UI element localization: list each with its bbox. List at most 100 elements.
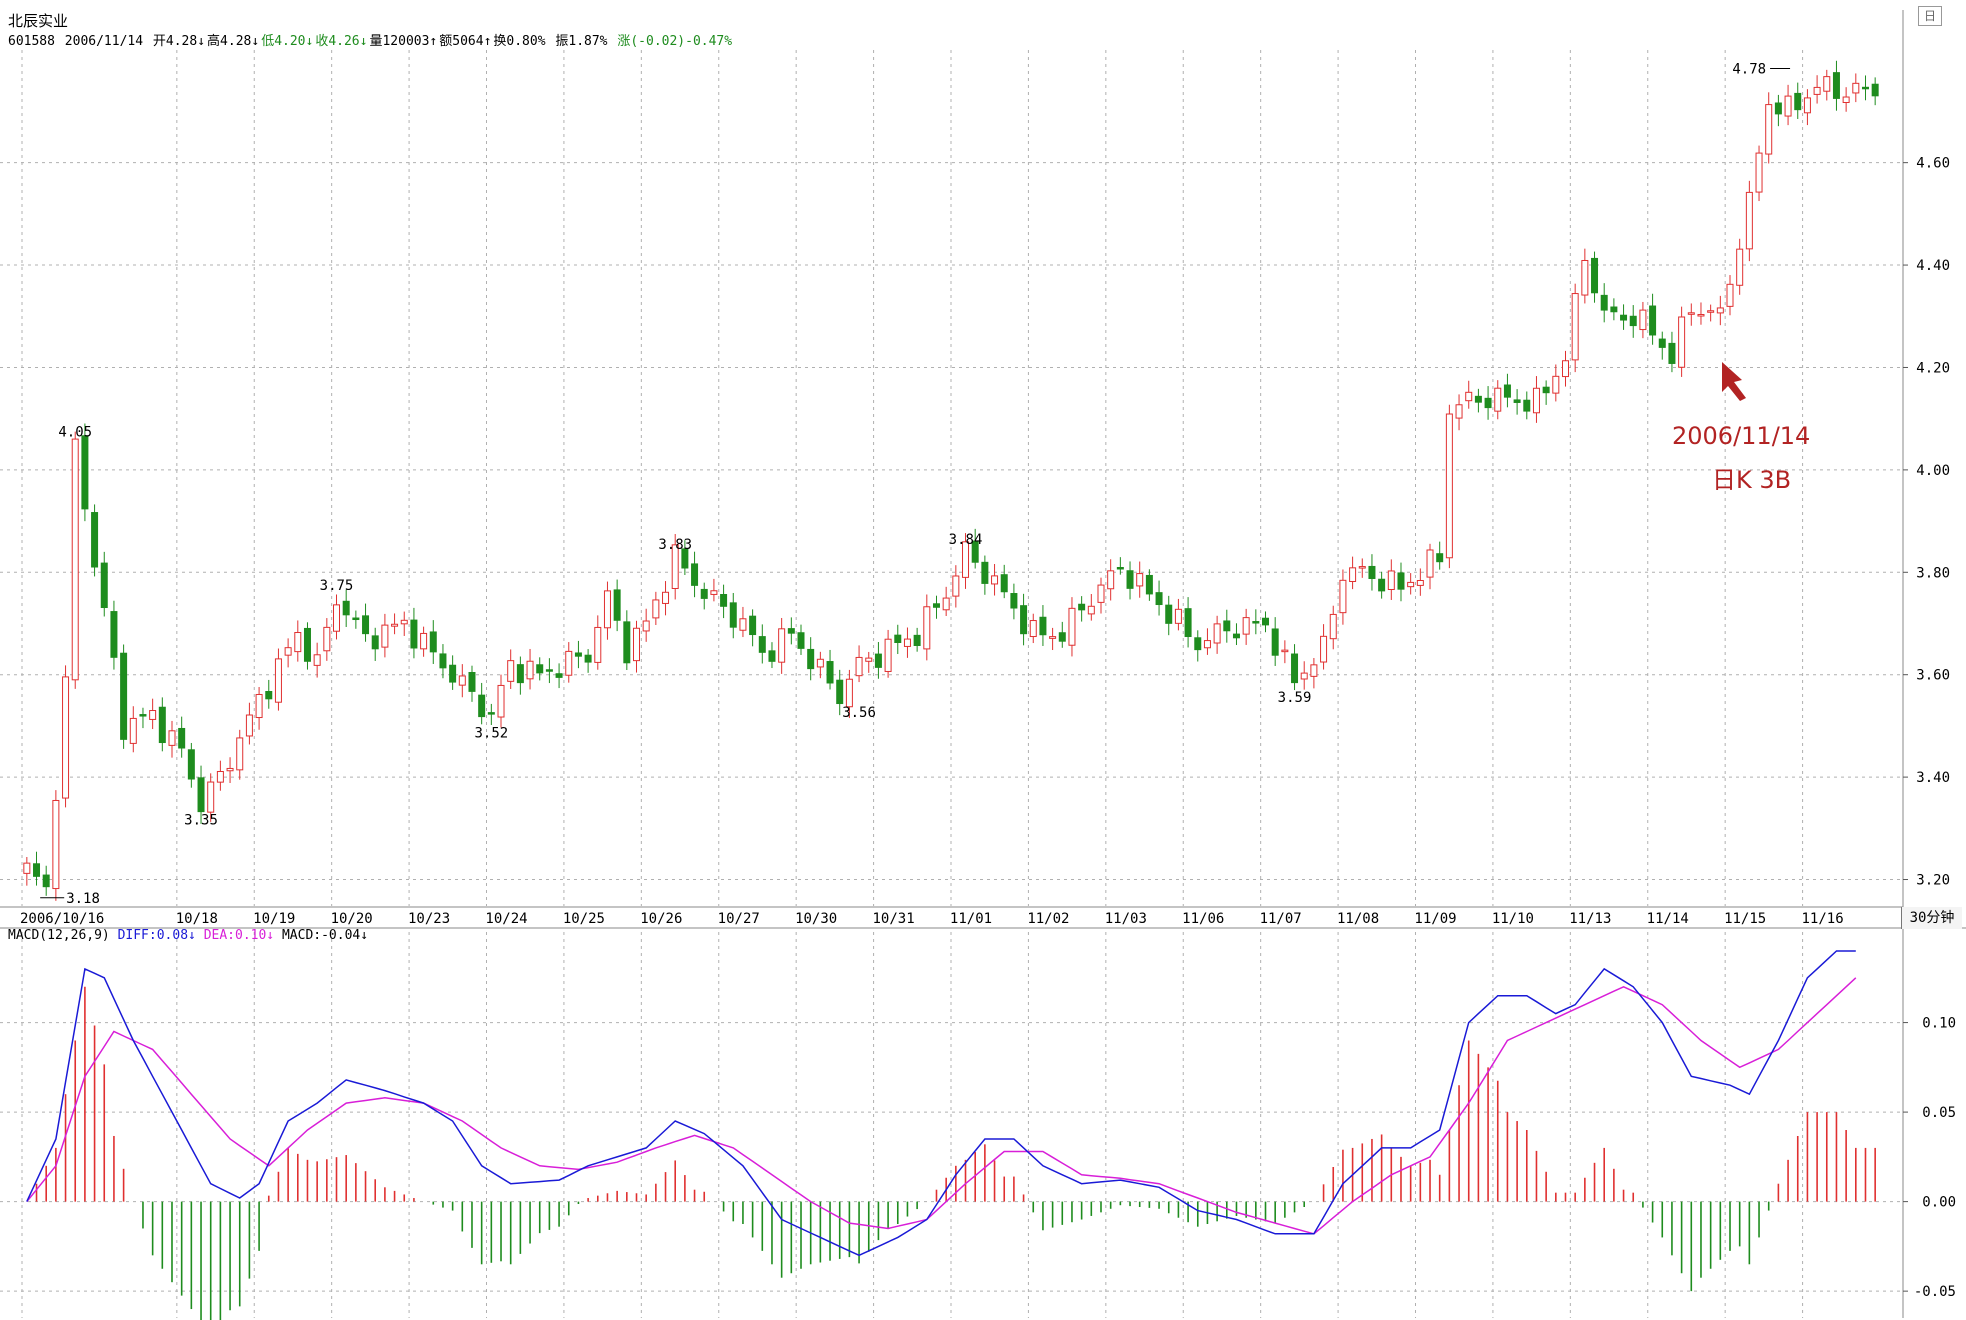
candle-body	[516, 664, 524, 684]
macd-header: MACD(12,26,9) DIFF:0.08↓ DEA:0.10↓ MACD:…	[8, 928, 368, 943]
candle	[1445, 404, 1453, 569]
candle-body	[226, 767, 234, 772]
candle-body	[52, 799, 60, 890]
candle-body	[333, 604, 341, 632]
candle-body	[274, 658, 282, 703]
candle-body	[884, 638, 892, 672]
candle	[1339, 569, 1347, 625]
price-tick-label: 3.80	[1916, 565, 1950, 581]
price-label: 4.05	[58, 424, 92, 440]
candle-body	[1426, 549, 1434, 578]
date-tick-label: 11/09	[1414, 911, 1456, 927]
candle-body	[1213, 623, 1221, 644]
candle	[62, 665, 70, 808]
stock-code: 601588	[8, 34, 55, 49]
candle	[1029, 613, 1037, 644]
candle-body	[23, 862, 31, 874]
candle-body	[1871, 83, 1879, 97]
date-tick-label: 11/07	[1260, 911, 1302, 927]
candle-body	[691, 563, 699, 586]
candle	[1262, 611, 1270, 633]
candle	[168, 720, 176, 758]
candle-body	[1668, 342, 1676, 364]
annotation-arrow	[1722, 362, 1746, 401]
candle	[1832, 60, 1840, 111]
candle	[545, 658, 553, 684]
candle-body	[1436, 553, 1444, 563]
candle-body	[1620, 314, 1628, 321]
candle	[449, 655, 457, 690]
candle	[458, 664, 466, 698]
candle	[1358, 558, 1366, 578]
candle	[1397, 562, 1405, 602]
candle	[603, 581, 611, 640]
candle-body	[1145, 574, 1153, 595]
candle	[632, 620, 640, 673]
candle	[216, 760, 224, 791]
date-tick-label: 10/27	[718, 911, 760, 927]
candle-body	[1039, 616, 1047, 636]
candle	[874, 642, 882, 679]
candle-body	[1474, 395, 1482, 403]
macd-panel	[26, 950, 1876, 1320]
candle	[671, 534, 679, 600]
candle	[1078, 596, 1086, 622]
candle-body	[555, 673, 563, 678]
date-tick-label: 11/08	[1337, 911, 1379, 927]
candle-body	[1794, 92, 1802, 111]
candle-body	[1823, 76, 1831, 92]
candle	[487, 703, 495, 726]
candle	[778, 617, 786, 674]
period-30min-button[interactable]: 30分钟	[1901, 907, 1962, 929]
candle-body	[681, 548, 689, 569]
candle	[758, 624, 766, 664]
period-toggle-button[interactable]: 日	[1918, 6, 1942, 26]
candle	[526, 648, 534, 690]
candle-body	[826, 661, 834, 684]
candle-body	[1271, 628, 1279, 656]
price-label: 3.35	[184, 813, 218, 829]
candle	[1503, 373, 1511, 408]
candle	[1068, 597, 1076, 657]
candle	[1107, 559, 1115, 601]
candle	[1707, 304, 1715, 322]
price-tick-label: 4.60	[1916, 156, 1950, 172]
candle	[1794, 82, 1802, 119]
quote-open: 开4.28↓	[152, 34, 206, 49]
candle-body	[1649, 305, 1657, 336]
candle-body	[352, 617, 360, 621]
candle	[333, 594, 341, 640]
candle	[903, 627, 911, 658]
candle	[468, 665, 476, 702]
candle-body	[1571, 293, 1579, 361]
date-tick-label: 11/15	[1724, 911, 1766, 927]
candle-body	[1029, 620, 1037, 638]
candle-body	[962, 541, 970, 578]
candle	[623, 610, 631, 671]
candle	[749, 609, 757, 647]
candle-body	[1010, 593, 1018, 609]
candle-body	[1832, 72, 1840, 99]
candle	[313, 642, 321, 678]
candle	[932, 595, 940, 619]
price-label: 3.75	[320, 578, 354, 594]
date-tick-label: 11/13	[1569, 911, 1611, 927]
candle-body	[1339, 579, 1347, 614]
candle	[245, 702, 253, 745]
candle	[1687, 303, 1695, 326]
candle	[478, 682, 486, 725]
candle	[1842, 87, 1850, 112]
candle-body	[497, 684, 505, 718]
chart-grid	[0, 10, 1966, 1318]
dea-line	[26, 977, 1857, 1235]
price-tick-label: 4.40	[1916, 258, 1950, 274]
candle-body	[149, 710, 157, 720]
date-tick-label: 11/06	[1182, 911, 1224, 927]
candle-body	[1194, 637, 1202, 651]
candle-body	[1745, 191, 1753, 250]
candle	[1600, 283, 1608, 323]
candle-body	[294, 632, 302, 653]
candle-body	[1581, 259, 1589, 296]
price-tick-label: 3.40	[1916, 770, 1950, 786]
